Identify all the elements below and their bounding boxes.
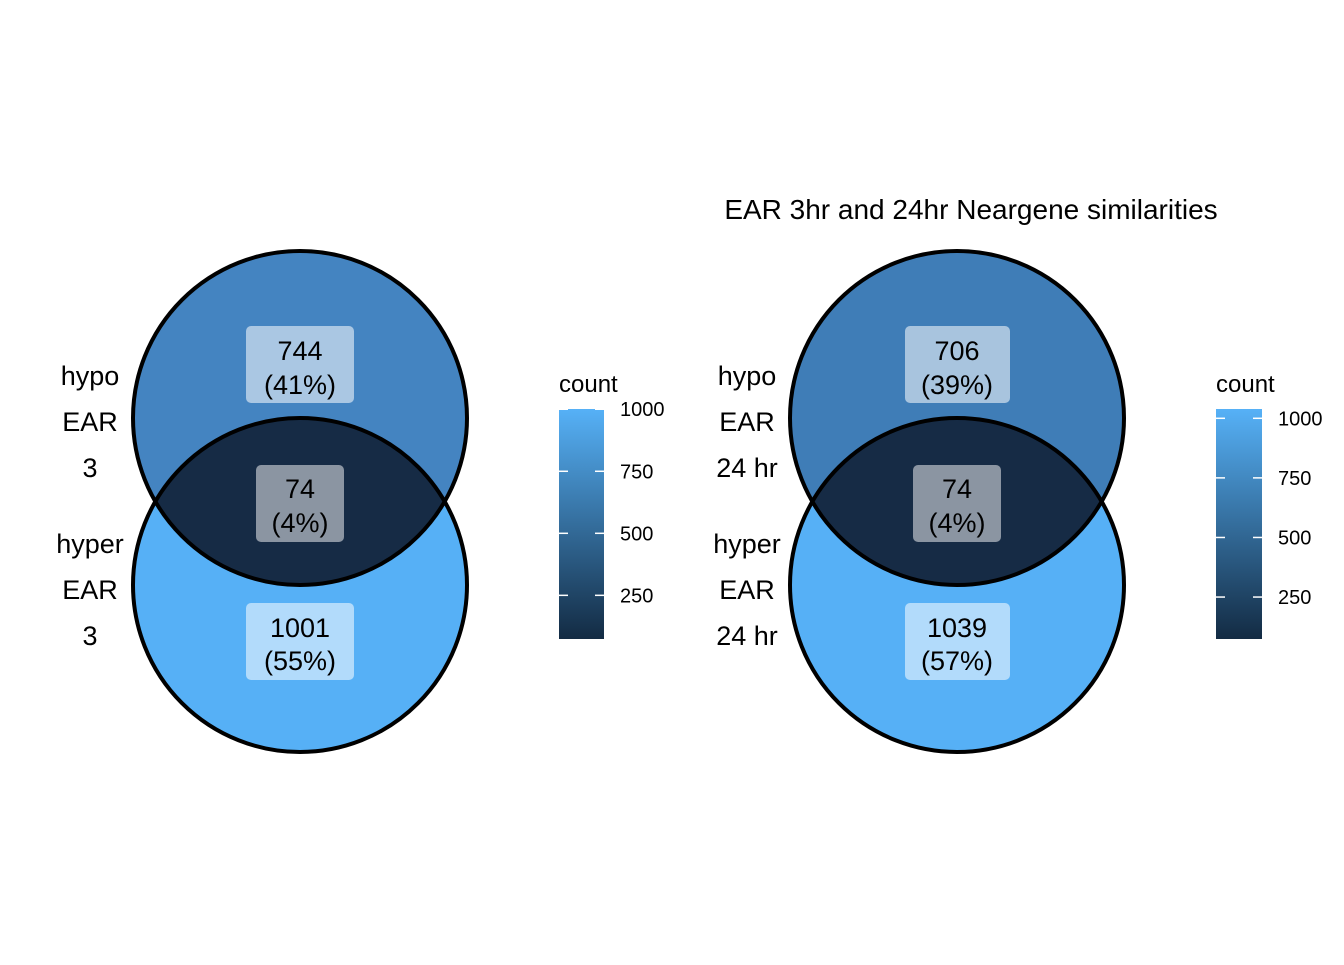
venn-1-count-overlap: 74 bbox=[285, 474, 315, 504]
venn-2-percent-hyper-only: (57%) bbox=[921, 646, 993, 676]
venn-1-set-label-hypo: hypo EAR 3 bbox=[61, 361, 120, 483]
venn-2-percent-hypo-only: (39%) bbox=[921, 370, 993, 400]
venn-1-label-hyper-only: 1001 (55%) bbox=[246, 603, 354, 680]
venn-2-count-hyper-only: 1039 bbox=[927, 613, 987, 643]
venn-1-set-label-hypo-line-3: 3 bbox=[82, 453, 97, 483]
venn-1-legend: count 250 500 750 1000 bbox=[559, 371, 665, 639]
venn-2-label-overlap: 74 (4%) bbox=[913, 465, 1001, 542]
venn-2-count-overlap: 74 bbox=[942, 474, 972, 504]
venn-1-legend-colorbar bbox=[559, 409, 604, 639]
venn-2-set-label-hypo-line-1: hypo bbox=[718, 361, 777, 391]
venn-1-set-label-hyper: hyper EAR 3 bbox=[56, 529, 124, 651]
venn-1-circle-hyper-outline bbox=[131, 416, 469, 754]
venn-2-region-overlap bbox=[790, 418, 1124, 585]
venn-2-title: EAR 3hr and 24hr Neargene similarities bbox=[724, 194, 1217, 225]
venn-1-legend-title: count bbox=[559, 371, 618, 398]
venn-2-set-label-hypo: hypo EAR 24 hr bbox=[716, 361, 778, 483]
venn-2-set-label-hypo-line-2: EAR bbox=[719, 407, 775, 437]
venn-1-set-label-hypo-line-1: hypo bbox=[61, 361, 120, 391]
venn-1-count-hypo-only: 744 bbox=[277, 336, 322, 366]
venn-2-legend-tick-label-250: 250 bbox=[1278, 587, 1311, 609]
venn-2-count-hypo-only: 706 bbox=[934, 336, 979, 366]
venn-1-legend-tick-label-1000: 1000 bbox=[620, 399, 665, 421]
venn-2-circle-hyper-outline bbox=[788, 416, 1126, 754]
venn-2-legend: count 250 500 750 1000 bbox=[1216, 371, 1323, 639]
venn-1-legend-tick-label-750: 750 bbox=[620, 461, 653, 483]
venn-1-set-label-hyper-line-2: EAR bbox=[62, 575, 118, 605]
venn-1-legend-tick-label-500: 500 bbox=[620, 523, 653, 545]
venn-2-legend-colorbar bbox=[1216, 409, 1262, 639]
venn-2-label-box-hypo-only bbox=[905, 326, 1010, 403]
venn-2-legend-tick-label-500: 500 bbox=[1278, 527, 1311, 549]
venn-1-set-label-hypo-line-2: EAR bbox=[62, 407, 118, 437]
venn-2-label-hypo-only: 706 (39%) bbox=[905, 326, 1010, 403]
venn-2-legend-tick-label-750: 750 bbox=[1278, 468, 1311, 490]
venn-1-percent-overlap: (4%) bbox=[271, 508, 328, 538]
venn-1-set-label-hyper-line-3: 3 bbox=[82, 621, 97, 651]
venn-1-label-box-hyper-only bbox=[246, 603, 354, 680]
venn-1-regions bbox=[131, 249, 469, 754]
venn-2-set-label-hyper-line-1: hyper bbox=[713, 529, 781, 559]
venn-1-percent-hypo-only: (41%) bbox=[264, 370, 336, 400]
venn-1-legend-tick-label-250: 250 bbox=[620, 585, 653, 607]
venn-1-legend-ticks: 250 500 750 1000 bbox=[559, 399, 665, 607]
venn-1-percent-hyper-only: (55%) bbox=[264, 646, 336, 676]
venn-1-label-hypo-only: 744 (41%) bbox=[246, 326, 354, 403]
venn-1-label-overlap: 74 (4%) bbox=[256, 465, 344, 542]
venn-1-label-box-overlap bbox=[256, 465, 344, 542]
venn-2-label-box-hyper-only bbox=[905, 603, 1010, 680]
venn-2-label-hyper-only: 1039 (57%) bbox=[905, 603, 1010, 680]
venn-2-legend-title: count bbox=[1216, 371, 1275, 398]
venn-2-set-label-hyper-line-3: 24 hr bbox=[716, 621, 778, 651]
venn-2-legend-ticks: 250 500 750 1000 bbox=[1216, 408, 1323, 609]
venn-panel-1: hypo EAR 3 hyper EAR 3 744 (41%) 74 (4%)… bbox=[56, 249, 665, 754]
venn-1-label-box-hypo-only bbox=[246, 326, 354, 403]
venn-2-legend-tick-label-1000: 1000 bbox=[1278, 408, 1323, 430]
venn-2-set-label-hyper-line-2: EAR bbox=[719, 575, 775, 605]
venn-2-percent-overlap: (4%) bbox=[928, 508, 985, 538]
venn-2-set-label-hyper: hyper EAR 24 hr bbox=[713, 529, 781, 651]
venn-1-circle-hypo-outline bbox=[131, 249, 469, 587]
venn-2-circle-hypo-outline bbox=[788, 249, 1126, 587]
venn-2-regions bbox=[788, 249, 1126, 754]
venn-1-region-overlap bbox=[133, 418, 467, 585]
venn-1-count-hyper-only: 1001 bbox=[270, 613, 330, 643]
venn-2-label-box-overlap bbox=[913, 465, 1001, 542]
venn-panel-2: EAR 3hr and 24hr Neargene similarities h… bbox=[713, 194, 1323, 754]
venn-2-set-label-hypo-line-3: 24 hr bbox=[716, 453, 778, 483]
venn-1-set-label-hyper-line-1: hyper bbox=[56, 529, 124, 559]
